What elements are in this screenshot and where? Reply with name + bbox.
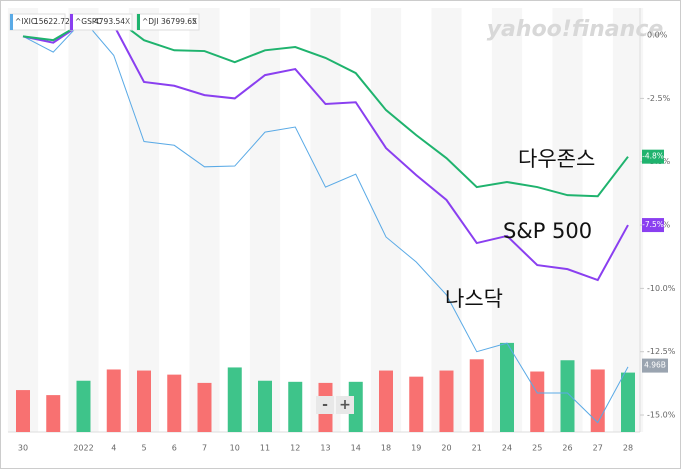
- end-label-box: [642, 218, 664, 233]
- series-line: [22, 19, 629, 424]
- background-stripe: [7, 8, 39, 432]
- annotation: S&P 500: [503, 219, 592, 243]
- end-label-box: [642, 149, 664, 164]
- volume-bar: [197, 382, 212, 432]
- x-tick-label: 27: [593, 444, 603, 453]
- legend-value: 4793.54: [94, 17, 125, 26]
- legend-name: ^DJI: [142, 17, 158, 26]
- x-tick-label: 7: [202, 444, 207, 453]
- volume-bar: [439, 370, 454, 432]
- volume-bar: [560, 360, 575, 432]
- y-tick-label: -2.5%: [647, 94, 671, 103]
- volume-label: 4.96B: [644, 361, 666, 370]
- background-stripe: [431, 8, 462, 432]
- annotation: 나스닥: [445, 287, 503, 311]
- legend-value: 36799.65: [161, 17, 197, 26]
- watermark: yahoo!finance: [487, 17, 664, 42]
- x-tick-label: 25: [532, 444, 542, 453]
- background-stripe: [249, 8, 281, 432]
- volume-bar: [348, 381, 363, 432]
- volume-bar: [16, 390, 30, 432]
- y-tick-label: 0.0%: [647, 31, 668, 40]
- background-stripe: [612, 8, 644, 432]
- x-tick-label: 28: [623, 444, 633, 453]
- volume-bar: [469, 359, 484, 432]
- annotation: 다우존스: [518, 147, 595, 171]
- volume-bar: [167, 374, 182, 432]
- x-tick-label: 20: [441, 444, 451, 453]
- legend-item[interactable]: ^DJI 36799.65X: [136, 13, 200, 31]
- volume-bar: [76, 380, 91, 432]
- legend-swatch: [10, 14, 13, 30]
- x-tick-label: 6: [172, 444, 177, 453]
- background-stripe: [128, 8, 160, 432]
- background-stripe: [68, 8, 99, 432]
- legend-name: ^GSPC: [75, 17, 102, 26]
- zoom-button-label[interactable]: +: [339, 397, 351, 413]
- x-tick-label: 24: [502, 444, 512, 453]
- volume-bar: [530, 371, 545, 432]
- volume-bar: [137, 370, 151, 432]
- y-tick-label: -12.5%: [647, 347, 676, 356]
- background-stripe: [189, 8, 220, 432]
- y-tick-label: -10.0%: [647, 284, 676, 293]
- legend-swatch: [137, 14, 140, 30]
- volume-bar: [621, 372, 635, 432]
- volume-bar: [106, 369, 121, 432]
- legend-close[interactable]: X: [192, 17, 197, 26]
- x-tick-label: 30: [18, 444, 28, 453]
- zoom-button[interactable]: [336, 396, 354, 414]
- zoom-button-label[interactable]: -: [322, 397, 328, 413]
- volume-label-box: [642, 358, 668, 373]
- legend-name: ^IXIC: [15, 17, 36, 26]
- zoom-button[interactable]: [316, 396, 334, 414]
- x-tick-label: 2022: [73, 444, 93, 453]
- x-tick-label: 26: [562, 444, 572, 453]
- x-tick-label: 10: [230, 444, 240, 453]
- volume-bar: [227, 367, 242, 432]
- legend-swatch: [70, 14, 73, 30]
- legend-close[interactable]: X: [125, 17, 130, 26]
- background-stripe: [370, 8, 402, 432]
- x-tick-label: 21: [472, 444, 482, 453]
- x-tick-label: 12: [290, 444, 300, 453]
- x-tick-label: 14: [351, 444, 361, 453]
- volume-bar: [409, 376, 424, 432]
- legend-value: 15622.72: [34, 17, 70, 26]
- background-stripe: [310, 8, 341, 432]
- volume-bar: [46, 395, 61, 432]
- x-tick-label: 4: [111, 444, 116, 453]
- x-tick-label: 13: [320, 444, 330, 453]
- volume-bar: [500, 342, 514, 432]
- volume-bar: [258, 380, 272, 432]
- volume-bar: [288, 381, 303, 432]
- volume-bar: [379, 370, 393, 432]
- x-tick-label: 18: [381, 444, 391, 453]
- y-tick-label: -15.0%: [647, 411, 676, 420]
- x-tick-label: 19: [411, 444, 421, 453]
- end-label: -7.5%: [642, 220, 664, 229]
- end-label: -4.8%: [642, 152, 664, 161]
- x-tick-label: 5: [141, 444, 146, 453]
- series-line: [22, 21, 629, 282]
- x-tick-label: 11: [260, 444, 270, 453]
